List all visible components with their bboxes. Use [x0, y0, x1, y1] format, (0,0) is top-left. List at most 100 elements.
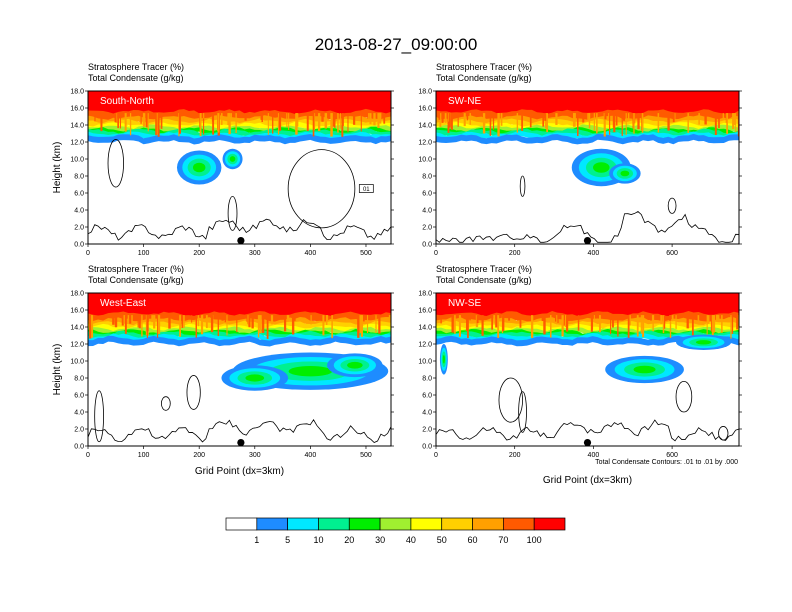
tracer-streak — [183, 315, 185, 328]
x-tick-label: 200 — [509, 452, 521, 459]
tracer-band-10 — [436, 335, 739, 347]
tracer-streak — [360, 315, 363, 337]
colorbar-label: 100 — [527, 535, 542, 545]
y-tick-label: 10.0 — [70, 157, 84, 164]
x-tick-label: 0 — [86, 250, 90, 257]
x-tick-label: 400 — [588, 250, 600, 257]
y-tick-label: 12.0 — [70, 342, 84, 349]
tracer-streak — [217, 113, 220, 133]
tracer-streak — [324, 113, 328, 129]
contour-label: 01 — [363, 187, 370, 193]
tracer-streak — [590, 315, 593, 332]
intrusion-ring — [245, 374, 265, 382]
y-tick-label: 8.0 — [74, 174, 84, 181]
panel-south-north: 01 0.0 2.0 4.0 6.0 8.0 10.0 12.0 14.0 16.0 18.0 0 10… — [52, 62, 394, 257]
plot-frame — [87, 90, 392, 245]
y-tick-label: 0.0 — [422, 444, 432, 451]
y-tick-label: 0.0 — [74, 444, 84, 451]
tracer-streak — [469, 113, 471, 125]
x-tick-label: 200 — [193, 452, 205, 459]
tracer-band-10 — [88, 133, 391, 145]
tracer-streak — [721, 315, 723, 333]
tracer-streak — [153, 315, 156, 329]
tracer-streak — [554, 315, 557, 322]
y-tick-label: 16.0 — [70, 106, 84, 113]
location-marker — [583, 237, 592, 245]
tracer-streak — [466, 113, 469, 121]
tracer-streak — [220, 113, 223, 125]
tracer-streak — [476, 315, 479, 324]
tracer-streak — [224, 315, 226, 323]
condensate-contour — [227, 195, 238, 231]
tracer-streak — [718, 113, 720, 129]
tracer-streak — [259, 315, 262, 334]
tracer-streak — [463, 113, 466, 126]
tracer-streak — [257, 315, 260, 338]
tracer-streak — [516, 113, 519, 133]
panel-header-condensate: Total Condensate (g/kg) — [436, 275, 532, 285]
y-tick-label: 16.0 — [418, 308, 432, 315]
tracer-streak — [628, 315, 631, 326]
contour-label-box — [358, 184, 374, 193]
tracer-streak — [711, 315, 714, 336]
tracer-streak — [377, 113, 380, 129]
y-tick-label: 6.0 — [422, 191, 432, 198]
tracer-streak — [199, 113, 202, 137]
x-tick-label: 300 — [249, 452, 261, 459]
tracer-streak — [451, 315, 454, 333]
y-axis-label: Height (km) — [52, 142, 63, 194]
y-tick-label: 8.0 — [422, 376, 432, 383]
tracer-streak — [383, 113, 386, 124]
tracer-streak — [564, 315, 568, 328]
x-tick-label: 500 — [360, 250, 372, 257]
tracer-streak — [637, 113, 640, 130]
tracer-streak — [283, 315, 287, 332]
x-tick-label: 500 — [360, 452, 372, 459]
tracer-streak — [438, 113, 441, 120]
location-marker — [237, 237, 245, 245]
tracer-streak — [596, 113, 598, 134]
tracer-streak — [140, 113, 142, 124]
condensate-contour — [667, 197, 677, 214]
tracer-streak — [210, 315, 214, 333]
tracer-streak — [205, 315, 208, 329]
tracer-streak — [235, 113, 237, 134]
tracer-streak — [121, 315, 124, 326]
tracer-streak — [288, 113, 290, 130]
tracer-streak — [497, 113, 500, 137]
tracer-streak — [669, 315, 672, 321]
tracer-streak — [612, 113, 615, 128]
tracer-streak — [672, 113, 675, 123]
colorbar-swatch — [225, 517, 258, 531]
tracer-streak — [587, 113, 589, 120]
tracer-streak — [278, 113, 282, 131]
tracer-streak — [286, 315, 290, 322]
tracer-streak — [707, 315, 710, 324]
condensate-contour — [675, 381, 693, 413]
tracer-streak — [200, 315, 204, 335]
tracer-streak — [735, 113, 737, 133]
tracer-streak — [251, 315, 254, 329]
tracer-streak — [633, 113, 635, 134]
tracer-streak — [112, 315, 115, 325]
tracer-streak — [697, 315, 700, 321]
y-tick-label: 12.0 — [418, 342, 432, 349]
colorbar-swatch — [472, 517, 504, 531]
tracer-streak — [608, 113, 610, 120]
tracer-streak — [368, 113, 370, 121]
y-tick-label: 10.0 — [418, 359, 432, 366]
y-tick-label: 0.0 — [422, 242, 432, 249]
panel-header-tracer: Stratosphere Tracer (%) — [436, 264, 532, 274]
tracer-streak — [334, 113, 336, 128]
intrusion-ring — [347, 361, 363, 369]
tracer-streak — [145, 113, 148, 128]
tracer-streak — [124, 113, 127, 132]
tracer-streak — [641, 113, 644, 133]
tracer-streak — [317, 113, 321, 132]
y-tick-label: 2.0 — [74, 427, 84, 434]
tracer-streak — [481, 315, 484, 336]
condensate-contour — [186, 375, 201, 410]
tracer-streak — [137, 315, 139, 328]
tracer-streak — [375, 315, 377, 334]
tracer-streak — [712, 315, 716, 333]
